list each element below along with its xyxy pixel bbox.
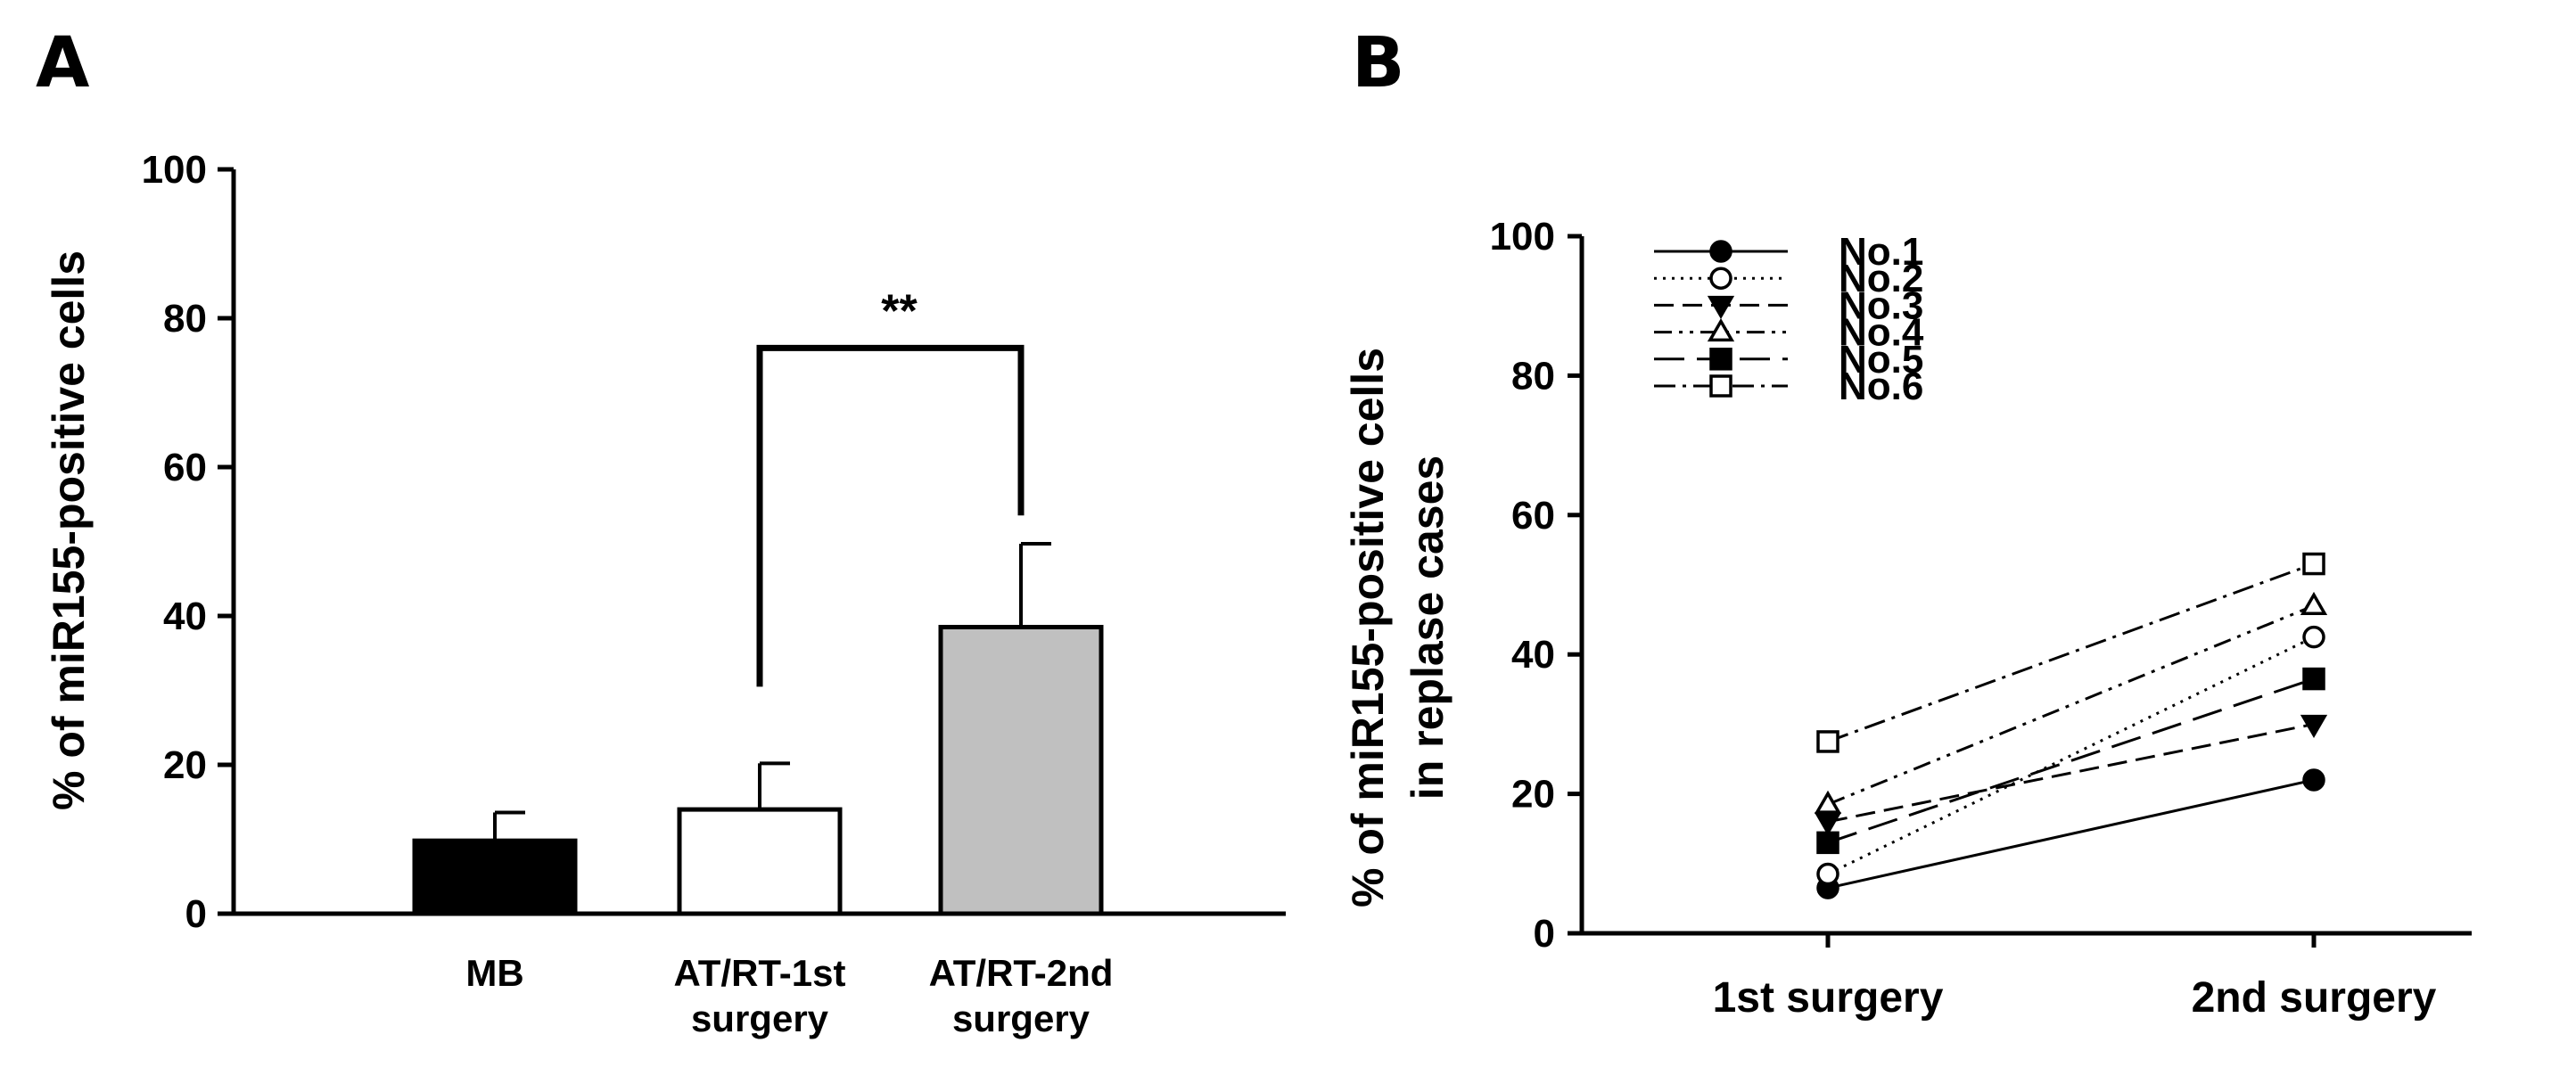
panel-a-y-tick-label: 0	[185, 892, 207, 936]
panel-a-x-tick-label: AT/RT-2nd	[929, 952, 1114, 994]
panel-a-x-tick-label: surgery	[691, 997, 829, 1039]
panel-a-x-tick-label: MB	[465, 952, 523, 994]
panel-b-legend-label-no1: No.1	[1839, 230, 1923, 274]
panel-b-legend-label-no3: No.3	[1839, 283, 1923, 327]
panel-b-y-tick-label: 40	[1511, 633, 1555, 677]
panel-b-point-no4	[1814, 790, 1842, 814]
panel-a-bars	[412, 542, 1104, 916]
panel-a-significance-label: **	[881, 285, 918, 337]
panel-b-point-no6	[1816, 730, 1839, 753]
panel-a-y-tick-label: 60	[163, 446, 207, 489]
panel-b-legend-label-no4: No.4	[1839, 311, 1924, 355]
panel-b-point-no5	[2302, 667, 2325, 691]
panel-b-point-no1	[2302, 768, 2325, 792]
panel-b-legend-label-no5: No.5	[1839, 338, 1923, 382]
panel-a-y-tick-label: 80	[163, 297, 207, 341]
panel-b-y-axis-label-line-2: in replase cases	[1403, 456, 1453, 800]
panel-a-x-tick-label: surgery	[952, 997, 1090, 1039]
panel-a-bar-at-rt-2nd-surgery	[938, 625, 1104, 916]
panel-b-legend-marker-no4	[1707, 318, 1735, 342]
panel-b-y-tick-label: 0	[1534, 912, 1555, 956]
panel-b-series-lines	[1814, 552, 2328, 899]
panel-b-point-no3	[2300, 714, 2328, 738]
panel-a-x-tick-label: AT/RT-1st	[674, 952, 846, 994]
panel-a-bar-mb	[412, 838, 578, 916]
panel-b-y-tick-label: 20	[1511, 773, 1555, 817]
panel-b-line-no5	[1827, 677, 2315, 844]
panel-a-y-tick-label: 100	[142, 148, 207, 192]
panel-b-line-no6	[1827, 562, 2315, 743]
panel-b-legend-marker-no6	[1709, 374, 1732, 398]
panel-b-x-ticks: 1st surgery 2nd surgery	[1713, 933, 2437, 1022]
panel-b-point-no3	[1814, 812, 1842, 836]
panel-b-legend-marker-no2	[1709, 267, 1732, 290]
panel-b-point-no2	[2302, 625, 2325, 649]
panel-a-significance: **	[756, 285, 1025, 687]
panel-a: A % of miR155-positive cells 0 20 40 60 80 10…	[36, 23, 1286, 1039]
panel-b-y-axis-label-line-1: % of miR155-positive cells	[1343, 348, 1393, 907]
panel-b-point-no4	[2300, 591, 2328, 616]
panel-b-legend-marker-no3	[1707, 295, 1735, 319]
panel-a-y-ticks: 0 20 40 60 80 100	[142, 148, 234, 936]
panel-b-point-no5	[1816, 831, 1839, 855]
panel-b-y-ticks: 0 20 40 60 80 100	[1490, 215, 1582, 956]
panel-b-x-tick-label: 2nd surgery	[2192, 974, 2437, 1022]
panel-a-y-axis-label: % of miR155-positive cells	[44, 250, 94, 810]
panel-b-y-tick-label: 60	[1511, 494, 1555, 538]
panel-b-y-tick-label: 80	[1511, 354, 1555, 398]
panel-b-line-no4	[1827, 604, 2315, 806]
panel-b-legend-marker-no5	[1709, 348, 1732, 371]
panel-b-point-no6	[2302, 552, 2325, 576]
panel-b-y-tick-label: 100	[1490, 215, 1555, 259]
panel-b-line-no3	[1827, 722, 2315, 824]
panel-a-significance-bracket	[756, 344, 1025, 687]
panel-a-y-tick-label: 40	[163, 595, 207, 638]
panel-b-legend-marker-no1	[1709, 240, 1732, 263]
panel-b-legend-label-no6: No.6	[1839, 365, 1923, 408]
panel-b-legend-label-no2: No.2	[1839, 257, 1923, 300]
panel-a-y-tick-label: 20	[163, 743, 207, 787]
panel-b-label: B	[1352, 23, 1404, 103]
panel-b: B % of miR155-positive cells in replase …	[1343, 23, 2472, 1022]
panel-a-bar-at-rt-1st-surgery	[677, 807, 843, 916]
panel-a-label: A	[36, 23, 89, 103]
panel-b-legend: No.1No.2No.3No.4No.5No.6	[1654, 230, 1924, 408]
panel-b-line-no2	[1827, 636, 2315, 875]
panel-b-x-tick-label: 1st surgery	[1713, 974, 1944, 1022]
panel-b-point-no2	[1816, 862, 1839, 886]
panel-b-line-no1	[1827, 778, 2315, 890]
